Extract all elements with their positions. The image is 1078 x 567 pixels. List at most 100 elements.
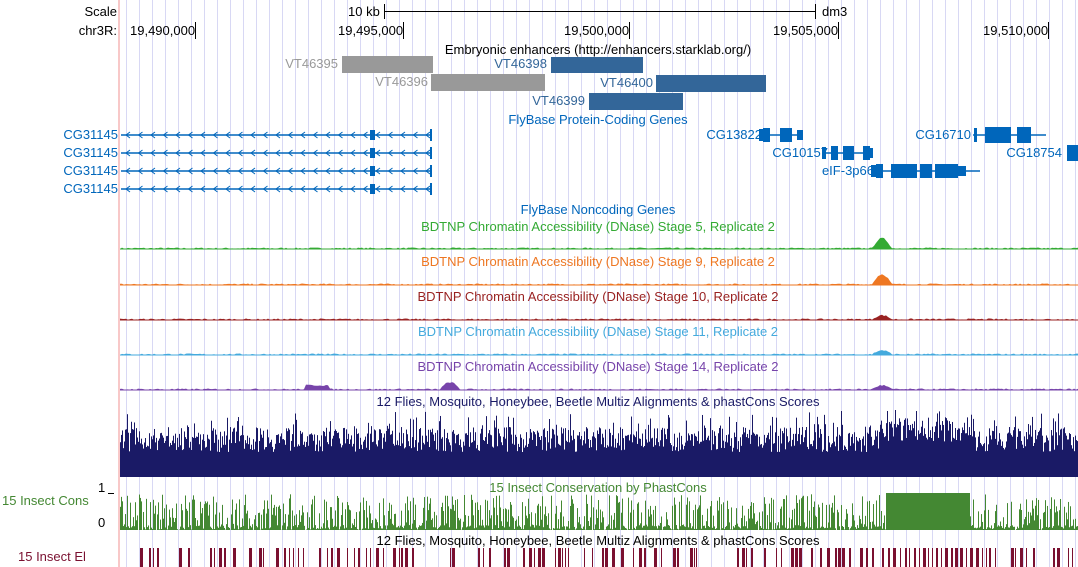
track-title-protein-coding[interactable]: FlyBase Protein-Coding Genes bbox=[508, 112, 688, 127]
phastcons-bar bbox=[967, 493, 968, 530]
phastcons-bar bbox=[221, 524, 222, 530]
enhancer-label[interactable]: VT46399 bbox=[532, 93, 585, 108]
phastcons-bar bbox=[509, 526, 510, 530]
phastcons-bar bbox=[883, 522, 884, 530]
gene-label[interactable]: eIF-3p66 bbox=[821, 163, 874, 178]
phastcons-bar bbox=[1048, 527, 1049, 530]
strand-arrows bbox=[125, 167, 431, 175]
phastcons-bar bbox=[1002, 527, 1003, 530]
enhancer-feature[interactable] bbox=[551, 57, 643, 73]
phastcons-bar bbox=[531, 512, 532, 530]
conservation-bar bbox=[946, 418, 947, 477]
gene-label[interactable]: CG31145 bbox=[63, 145, 118, 160]
conservation-bar bbox=[600, 428, 601, 477]
phastcons-bar bbox=[991, 525, 992, 530]
phastcons-bar bbox=[295, 525, 296, 530]
conservation-bar bbox=[762, 447, 763, 477]
phastcons-bar bbox=[732, 529, 733, 530]
phastcons-bar bbox=[841, 505, 842, 530]
conservation-bar bbox=[1070, 434, 1071, 477]
conservation-bar bbox=[236, 431, 237, 477]
track-title-multiz[interactable]: 12 Flies, Mosquito, Honeybee, Beetle Mul… bbox=[376, 394, 820, 409]
track-title-dnase-stage11[interactable]: BDTNP Chromatin Accessibility (DNase) St… bbox=[417, 324, 779, 339]
exon bbox=[797, 130, 803, 140]
enhancer-feature[interactable] bbox=[589, 93, 683, 110]
conservation-bar bbox=[227, 417, 228, 477]
gene-label[interactable]: CG10157 bbox=[772, 145, 828, 160]
phastcons-bar bbox=[792, 509, 793, 530]
phastcons-bar bbox=[924, 493, 925, 530]
track-title-phastcons[interactable]: 15 Insect Conservation by PhastCons bbox=[489, 480, 707, 495]
phastcons-bar bbox=[582, 528, 583, 530]
conservation-bar bbox=[358, 433, 359, 477]
conserved-element bbox=[799, 548, 802, 567]
phastcons-bar bbox=[307, 512, 308, 530]
gene-label[interactable]: CG31145 bbox=[63, 181, 118, 196]
conservation-bar bbox=[308, 445, 309, 477]
conservation-bar bbox=[495, 427, 496, 477]
phastcons-bar bbox=[911, 493, 912, 530]
phastcons-bar bbox=[347, 501, 348, 530]
phastcons-bar bbox=[657, 528, 658, 530]
conservation-bar bbox=[1038, 432, 1039, 477]
conservation-bar bbox=[1074, 451, 1075, 477]
phastcons-bar bbox=[787, 528, 788, 530]
conservation-bar bbox=[162, 435, 163, 477]
phastcons-bar bbox=[1042, 528, 1043, 530]
track-title-enhancers[interactable]: Embryonic enhancers (http://enhancers.st… bbox=[444, 42, 752, 57]
track-title-dnase-stage10[interactable]: BDTNP Chromatin Accessibility (DNase) St… bbox=[417, 289, 779, 304]
conservation-bar bbox=[226, 435, 227, 477]
conservation-bar bbox=[963, 430, 964, 477]
phastcons-bar bbox=[624, 526, 625, 530]
phastcons-bar bbox=[757, 520, 758, 530]
phastcons-bar bbox=[931, 493, 932, 530]
track-title-noncoding[interactable]: FlyBase Noncoding Genes bbox=[520, 202, 676, 217]
conservation-bar bbox=[660, 440, 661, 477]
gene-label[interactable]: CG16710 bbox=[915, 127, 971, 142]
phastcons-bar bbox=[935, 493, 936, 530]
phastcons-bar bbox=[750, 505, 751, 530]
phastcons-bar bbox=[807, 496, 808, 530]
phastcons-bar bbox=[1024, 519, 1025, 530]
gene-label[interactable]: CG31145 bbox=[63, 163, 118, 178]
track-title-dnase-stage14[interactable]: BDTNP Chromatin Accessibility (DNase) St… bbox=[417, 359, 779, 374]
phastcons-bar bbox=[713, 515, 714, 530]
enhancer-label[interactable]: VT46395 bbox=[285, 56, 338, 71]
gene-label[interactable]: CG18754 bbox=[1006, 145, 1062, 160]
phastcons-bar bbox=[916, 493, 917, 530]
conservation-bar bbox=[644, 445, 645, 477]
phastcons-bar bbox=[726, 525, 727, 530]
phastcons-bar bbox=[467, 526, 468, 530]
gene-label[interactable]: CG13822 bbox=[706, 127, 762, 142]
enhancer-feature[interactable] bbox=[656, 75, 766, 92]
conservation-bar bbox=[388, 428, 389, 477]
conservation-bar bbox=[809, 412, 810, 477]
track-title-dnase-stage9[interactable]: BDTNP Chromatin Accessibility (DNase) St… bbox=[421, 254, 775, 269]
conservation-bar bbox=[829, 442, 830, 477]
enhancer-feature[interactable] bbox=[431, 74, 545, 91]
conservation-bar bbox=[467, 435, 468, 477]
exon bbox=[871, 165, 876, 177]
enhancer-label[interactable]: VT46396 bbox=[375, 74, 428, 89]
phastcons-bar bbox=[560, 512, 561, 530]
phastcons-bar bbox=[189, 502, 190, 530]
track-title-elements[interactable]: 12 Flies, Mosquito, Honeybee, Beetle Mul… bbox=[376, 533, 820, 548]
enhancer-feature[interactable] bbox=[342, 56, 433, 73]
phastcons-bar bbox=[180, 526, 181, 530]
conservation-bar bbox=[426, 435, 427, 477]
track-title-dnase-stage5[interactable]: BDTNP Chromatin Accessibility (DNase) St… bbox=[421, 219, 775, 234]
phastcons-bar bbox=[765, 503, 766, 530]
phastcons-bar bbox=[670, 528, 671, 530]
conservation-bar bbox=[296, 419, 297, 477]
phastcons-bar bbox=[665, 526, 666, 530]
gene-label[interactable]: CG31145 bbox=[63, 127, 118, 142]
phastcons-bar bbox=[989, 527, 990, 530]
conservation-bar bbox=[496, 415, 497, 477]
conservation-bar bbox=[954, 438, 955, 477]
phastcons-bar bbox=[453, 504, 454, 530]
phastcons-bar bbox=[252, 524, 253, 530]
enhancer-label[interactable]: VT46398 bbox=[494, 56, 547, 71]
conservation-bar bbox=[733, 447, 734, 477]
enhancer-label[interactable]: VT46400 bbox=[600, 75, 653, 90]
phastcons-bar bbox=[411, 528, 412, 530]
